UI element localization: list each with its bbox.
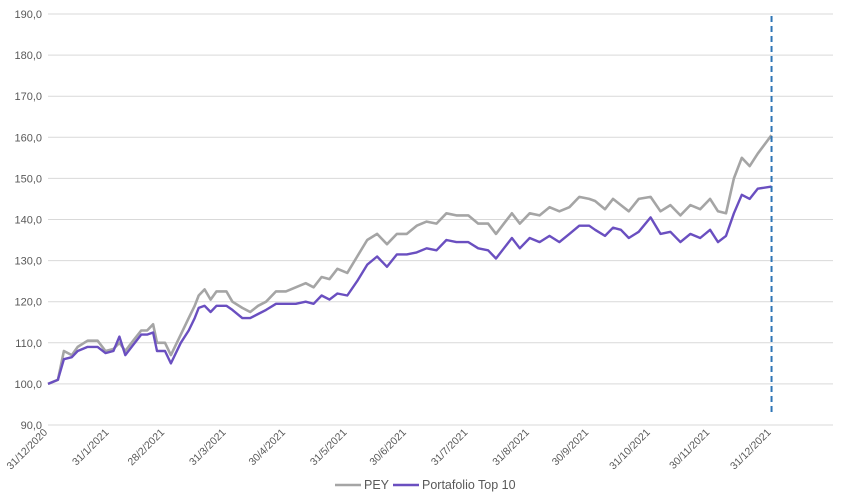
series-line-pey — [47, 134, 773, 386]
x-axis-ticks: 31/12/2020 31/1/2021 28/2/2021 31/3/2021 30/… — [4, 427, 773, 473]
y-tick-label: 110,0 — [15, 338, 42, 350]
y-tick-label: 130,0 — [14, 256, 42, 268]
x-tick-label: 31/3/2021 — [187, 427, 229, 469]
x-tick-label: 30/9/2021 — [550, 427, 592, 469]
y-tick-label: 180,0 — [14, 50, 42, 62]
x-tick-label: 30/4/2021 — [246, 427, 288, 469]
legend: PEY Portafolio Top 10 — [335, 478, 516, 492]
y-tick-label: 90,0 — [21, 420, 42, 432]
y-tick-label: 140,0 — [14, 215, 42, 227]
x-tick-label: 30/6/2021 — [367, 427, 409, 469]
x-tick-label: 31/12/2021 — [728, 427, 774, 473]
x-tick-label: 31/1/2021 — [70, 427, 112, 469]
x-tick-label: 31/5/2021 — [308, 427, 350, 469]
y-axis-ticks: 90,0 100,0 110,0 120,0 130,0 140,0 150,0 160,0 1… — [14, 9, 42, 432]
series-lines — [47, 134, 773, 386]
x-tick-label: 28/2/2021 — [126, 427, 168, 469]
x-tick-label: 30/11/2021 — [667, 427, 712, 472]
legend-label-portafolio-top-10: Portafolio Top 10 — [422, 478, 516, 492]
y-tick-label: 170,0 — [14, 91, 42, 103]
x-tick-label: 31/8/2021 — [490, 427, 532, 469]
y-tick-label: 190,0 — [14, 9, 42, 21]
y-tick-label: 120,0 — [14, 297, 42, 309]
x-tick-label: 31/10/2021 — [607, 427, 653, 473]
x-tick-label: 31/12/2020 — [4, 427, 50, 473]
series-line-portafolio-top-10 — [47, 185, 772, 386]
y-tick-label: 100,0 — [14, 379, 42, 391]
legend-label-pey: PEY — [364, 478, 390, 492]
y-tick-label: 150,0 — [14, 173, 42, 185]
x-tick-label: 31/7/2021 — [429, 427, 471, 469]
y-tick-label: 160,0 — [14, 132, 42, 144]
